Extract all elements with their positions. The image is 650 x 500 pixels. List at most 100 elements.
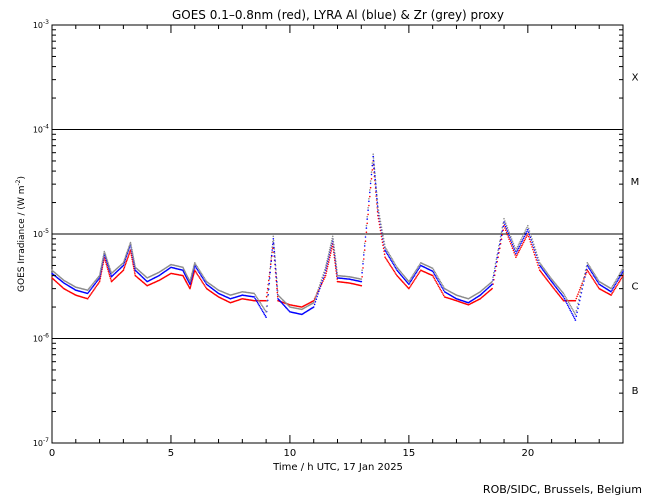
data-point xyxy=(275,273,278,275)
data-point xyxy=(574,313,577,316)
data-point xyxy=(395,273,397,276)
data-point xyxy=(550,279,552,282)
data-point xyxy=(408,280,410,283)
data-point xyxy=(542,266,544,269)
data-point xyxy=(272,238,275,240)
data-point xyxy=(408,286,411,289)
data-point xyxy=(369,191,371,194)
data-point xyxy=(365,227,368,229)
data-point xyxy=(562,292,565,295)
data-point xyxy=(384,246,386,248)
data-point xyxy=(190,274,193,276)
data-point xyxy=(129,241,132,244)
data-point xyxy=(616,277,618,280)
data-point xyxy=(509,233,511,236)
data-point xyxy=(332,238,334,240)
data-point xyxy=(564,295,566,298)
data-point xyxy=(124,265,126,267)
data-point xyxy=(387,255,390,257)
data-point xyxy=(492,279,494,281)
data-point xyxy=(194,266,197,268)
data-point xyxy=(532,240,534,243)
data-point xyxy=(586,262,589,264)
data-point xyxy=(416,274,419,277)
data-point xyxy=(621,271,623,274)
data-point xyxy=(520,246,522,248)
data-point xyxy=(197,274,199,277)
data-point xyxy=(565,301,567,303)
data-point xyxy=(547,280,549,283)
data-point xyxy=(587,263,589,266)
data-point xyxy=(613,282,616,284)
data-point xyxy=(614,283,617,286)
data-point xyxy=(561,293,563,296)
data-point xyxy=(261,309,263,311)
data-point xyxy=(499,240,501,242)
data-point xyxy=(330,240,333,242)
data-point xyxy=(545,273,548,276)
data-point xyxy=(495,261,498,263)
data-point xyxy=(201,274,204,276)
data-point xyxy=(384,249,386,251)
data-point xyxy=(513,244,515,247)
data-point xyxy=(520,242,522,245)
data-point xyxy=(189,286,192,289)
data-point xyxy=(533,253,536,256)
data-point xyxy=(437,280,440,283)
data-point xyxy=(563,297,566,300)
data-point xyxy=(261,304,263,307)
data-point xyxy=(315,294,318,296)
data-point xyxy=(376,210,379,213)
data-point xyxy=(559,288,561,291)
data-point xyxy=(555,283,557,286)
data-point xyxy=(189,279,192,282)
data-point xyxy=(104,253,107,256)
data-point xyxy=(319,281,322,284)
data-point xyxy=(126,251,128,254)
y-tick-exponent: -4 xyxy=(43,124,49,131)
data-point xyxy=(547,273,549,276)
data-point xyxy=(274,256,276,259)
data-point xyxy=(555,287,558,290)
data-point xyxy=(274,263,277,266)
data-point xyxy=(133,259,135,262)
data-point xyxy=(515,249,517,251)
data-point xyxy=(133,261,136,263)
data-point xyxy=(519,244,521,246)
data-point xyxy=(255,295,257,297)
data-point xyxy=(549,276,551,278)
y-axis-label-main: GOES Irradiance / (W m xyxy=(17,186,27,292)
data-point xyxy=(578,291,580,293)
series-goes-0-1-0-8nm xyxy=(51,160,624,308)
data-point xyxy=(372,159,375,162)
data-point xyxy=(510,238,513,240)
data-point xyxy=(521,239,524,241)
data-point xyxy=(369,180,372,182)
data-point xyxy=(89,289,91,291)
data-point xyxy=(272,242,275,244)
data-point xyxy=(612,288,614,290)
data-point xyxy=(325,272,327,275)
data-point xyxy=(417,268,420,271)
data-point xyxy=(587,266,589,268)
data-point xyxy=(565,297,567,299)
data-point xyxy=(594,274,596,276)
y-axis: 10-310-410-510-610-7 xyxy=(33,19,623,448)
data-point xyxy=(134,273,136,275)
data-point xyxy=(409,285,412,287)
data-point xyxy=(508,238,510,240)
data-point xyxy=(132,254,134,256)
data-point xyxy=(314,296,317,299)
data-point xyxy=(499,239,502,241)
data-point xyxy=(99,271,102,273)
data-point xyxy=(363,251,365,254)
data-point xyxy=(541,272,544,275)
data-point xyxy=(539,265,542,268)
data-point xyxy=(100,264,103,267)
data-point xyxy=(564,299,566,302)
data-point xyxy=(92,290,94,293)
data-point xyxy=(273,255,276,257)
data-point xyxy=(327,263,330,266)
data-point xyxy=(550,277,552,279)
data-point xyxy=(505,224,508,227)
